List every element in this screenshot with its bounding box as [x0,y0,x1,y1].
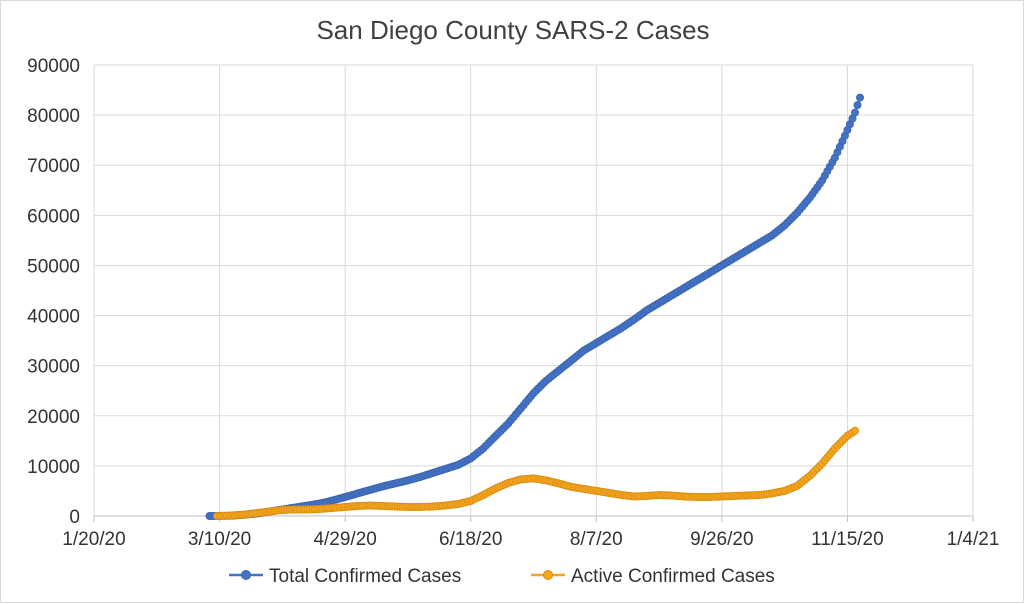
y-tick-label: 10000 [27,457,80,478]
legend-label-total: Total Confirmed Cases [269,566,461,587]
x-tick-label: 11/15/20 [811,529,884,550]
legend-marker-total [241,570,251,580]
series-active [213,426,860,520]
y-tick-label: 40000 [27,307,80,328]
data-point [851,108,860,117]
x-tick-label: 1/4/21 [947,529,1000,550]
y-tick-label: 80000 [27,106,80,127]
legend-item-active: Active Confirmed Cases [531,566,775,587]
data-point [853,101,862,110]
y-tick-label: 90000 [27,56,80,77]
x-tick-label: 6/18/20 [439,529,502,550]
y-tick-label: 60000 [27,206,80,227]
x-tick-label: 8/7/20 [570,529,623,550]
data-point [851,426,860,435]
legend-item-total: Total Confirmed Cases [229,566,461,587]
legend-label-active: Active Confirmed Cases [571,566,775,587]
x-tick-label: 4/29/20 [313,529,376,550]
y-tick-label: 20000 [27,407,80,428]
y-tick-label: 30000 [27,357,80,378]
x-tick-label: 3/10/20 [188,529,251,550]
axis-layer: 0 10000 20000 30000 40000 50000 60000 70000 8000… [27,56,999,550]
series-line [209,97,861,517]
chart-title: San Diego County SARS-2 Cases [316,15,709,45]
y-tick-label: 70000 [27,156,80,177]
series-total [205,93,865,520]
legend: Total Confirmed Cases Active Confirmed C… [229,566,775,587]
grid-layer [93,64,974,517]
series-layer [205,93,865,520]
y-tick-label: 50000 [27,256,80,277]
x-tick-label: 9/26/20 [690,529,753,550]
data-point [856,93,865,102]
legend-marker-active [543,570,553,580]
x-tick-label: 1/20/20 [62,529,125,550]
y-tick-label: 0 [69,507,80,528]
